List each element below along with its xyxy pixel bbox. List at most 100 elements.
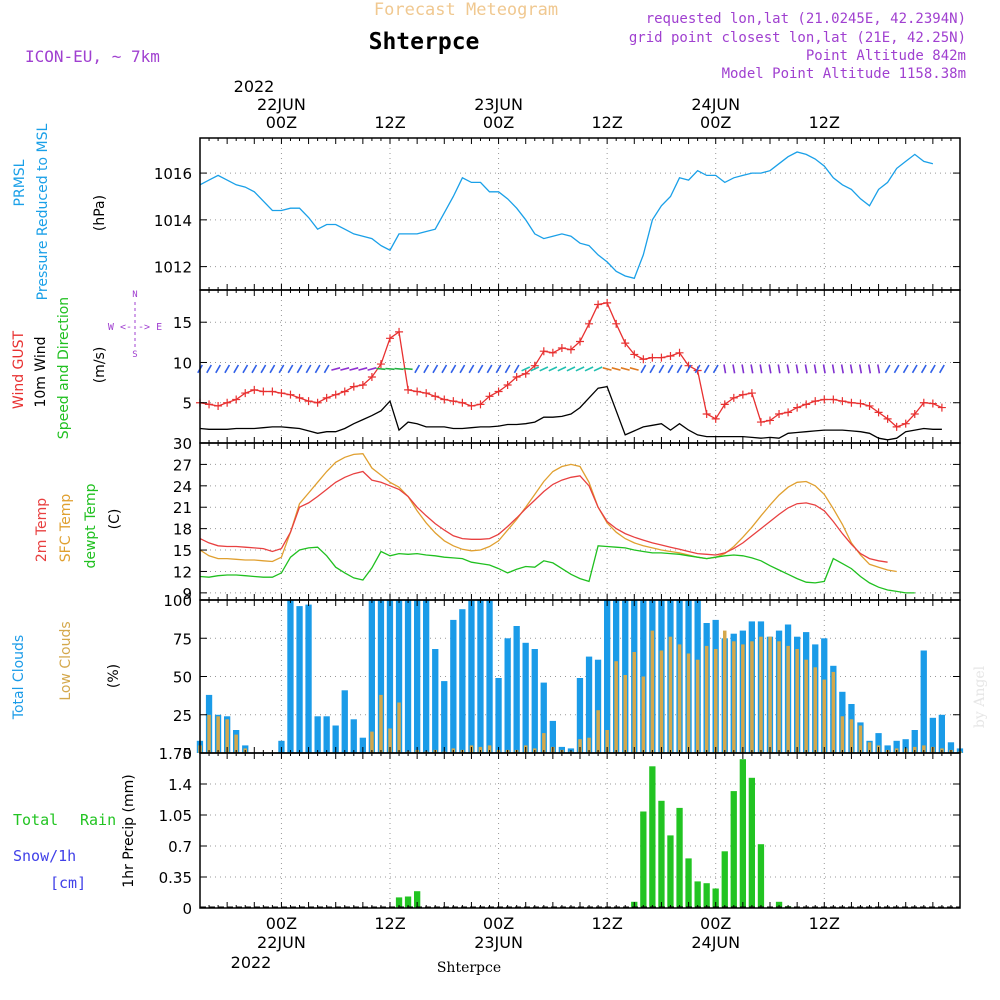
wind-direction-arrow: [741, 364, 745, 374]
low-cloud-bar: [216, 716, 220, 753]
panel-frame: [199, 289, 961, 444]
low-cloud-bar: [723, 630, 727, 753]
precip-unit-label: 1hr Precip (mm): [121, 774, 137, 887]
pressure-msl-label: Pressure Reduced to MSL: [35, 123, 51, 300]
wind-direction-arrow: [893, 364, 900, 374]
total-cloud-bar: [604, 600, 611, 753]
wind-direction-arrow: [858, 364, 863, 374]
wind-direction-arrow: [521, 366, 531, 372]
total-cloud-bar: [350, 719, 357, 753]
gust-point: [449, 397, 458, 406]
total-cloud-bar: [395, 600, 403, 753]
gust-point: [376, 360, 385, 369]
grid-point-coords: grid point closest lon,lat (21E, 42.25N): [629, 30, 966, 46]
gust-point: [892, 422, 901, 431]
low-cloud-bar: [207, 714, 211, 754]
y-tick-label: 1016: [154, 165, 192, 183]
total-cloud-bar: [386, 600, 394, 753]
y-tick-label: 12: [173, 563, 192, 581]
data-layer: [196, 151, 964, 908]
gust-point: [349, 382, 358, 391]
temp-dewpt-label: dewpt Temp: [83, 483, 99, 568]
low-clouds-label: Low Clouds: [58, 621, 74, 700]
wind-direction-arrow: [685, 364, 692, 374]
y-tick-label: 0: [182, 900, 192, 918]
wind-direction-arrow: [676, 364, 683, 374]
gust-point: [919, 398, 928, 407]
top-day-label: 23JUN: [474, 95, 523, 114]
wind-direction-arrow: [414, 364, 421, 374]
wind-direction-arrow: [723, 364, 727, 374]
gust-point: [295, 393, 304, 402]
gust-point: [657, 353, 666, 362]
low-cloud-bar: [379, 694, 383, 753]
gust-point: [603, 298, 612, 307]
total-cloud-bar: [296, 606, 303, 753]
total-cloud-bar: [884, 745, 891, 753]
bottom-hour-label: 00Z: [700, 914, 731, 933]
gust-point: [720, 400, 729, 409]
wind-direction-arrow: [539, 366, 549, 372]
y-tick-label: 10: [173, 354, 192, 372]
wind-direction-arrow: [215, 364, 221, 374]
location-title: Shterpce: [369, 29, 480, 55]
gust-point: [521, 369, 530, 378]
gust-point: [747, 389, 756, 398]
low-cloud-bar: [677, 644, 682, 753]
rain-bar: [395, 897, 403, 908]
total-cloud-bar: [368, 600, 375, 753]
total-cloud-bar: [929, 717, 936, 753]
total-cloud-bar: [314, 716, 321, 753]
wind-direction-arrow: [305, 364, 312, 374]
wind-direction-arrow: [468, 364, 475, 374]
gust-point: [702, 410, 711, 419]
gust-point: [566, 345, 575, 354]
gust-point: [331, 390, 340, 399]
gust-point: [539, 347, 548, 356]
wind-direction-arrow: [385, 367, 395, 371]
low-cloud-bar: [804, 659, 808, 753]
wind-direction-arrow: [548, 366, 558, 372]
wind-direction-arrow: [813, 364, 817, 374]
wind-direction-arrow: [287, 364, 294, 374]
total-cloud-bar: [278, 740, 285, 753]
rain-bar: [694, 881, 701, 908]
dewpt-line: [199, 545, 915, 594]
top-hour-label: 12Z: [374, 113, 405, 132]
rain-bar: [649, 766, 656, 908]
gust-point: [367, 372, 376, 381]
gust-point: [594, 300, 603, 309]
y-tick-label: 0.35: [159, 869, 192, 887]
wind-direction-arrow: [629, 367, 639, 371]
gust-point: [576, 337, 584, 346]
low-cloud-bar: [813, 667, 817, 753]
bottom-hour-label: 12Z: [591, 914, 622, 933]
wind-direction-arrow: [477, 364, 484, 374]
low-cloud-bar: [623, 675, 627, 753]
top-hour-label: 00Z: [266, 113, 297, 132]
gust-point: [910, 410, 919, 419]
rain-bar: [676, 807, 683, 908]
super-title: Forecast Meteogram: [374, 0, 558, 20]
gust-point: [358, 381, 367, 390]
gust-point: [802, 400, 811, 409]
y-tick-label: 18: [173, 521, 192, 539]
gust-point: [431, 392, 440, 401]
gust-point: [241, 389, 250, 398]
y-tick-label: 25: [173, 707, 192, 725]
wind-direction-arrow: [486, 364, 493, 374]
wind-direction-arrow: [566, 366, 576, 372]
y-tick-label: 1.75: [159, 745, 192, 763]
total-cloud-bar: [459, 609, 466, 753]
wind-direction-arrow: [575, 366, 585, 372]
wind-direction-arrow: [233, 364, 240, 374]
total-cloud-bar: [305, 604, 312, 753]
wind-direction-arrow: [423, 364, 430, 374]
wind-speed-line: [199, 385, 942, 441]
low-cloud-bar: [234, 734, 238, 753]
low-cloud-bar: [650, 630, 655, 753]
y-tick-label: 1014: [154, 212, 192, 230]
gust-point: [440, 395, 449, 404]
total-cloud-bar: [495, 678, 502, 753]
